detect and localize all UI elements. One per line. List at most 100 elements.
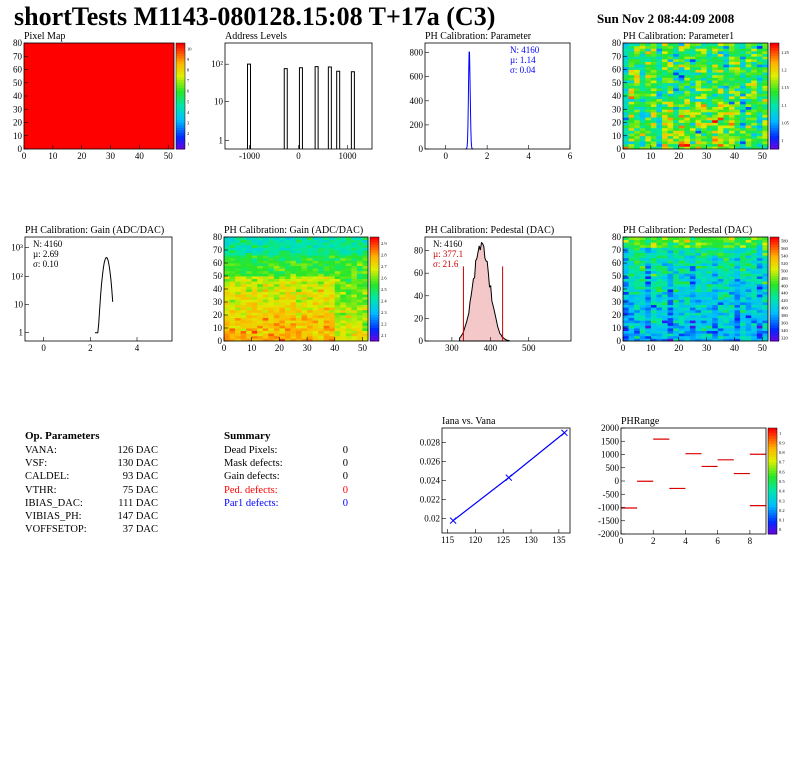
summary-key: Mask defects: (224, 458, 283, 470)
heatmap-cell (229, 320, 236, 324)
palette-cell (768, 446, 777, 450)
y-tick-label: 40 (13, 91, 23, 101)
heatmap-cell (296, 250, 302, 253)
histogram-peak (314, 66, 319, 149)
palette-cell (770, 330, 779, 334)
summary-key: Gain defects: (224, 471, 280, 483)
heatmap-cell (645, 289, 652, 292)
heatmap-cell (673, 77, 680, 81)
heatmap-cell (689, 252, 696, 256)
heatmap-cell (701, 325, 708, 329)
heatmap-cell (634, 286, 641, 290)
heatmap-cell (734, 263, 741, 266)
heatmap-cell (628, 333, 635, 337)
heatmap-cell (745, 270, 752, 274)
y-tick-label: 0 (18, 144, 23, 154)
heatmap-cell (728, 299, 735, 303)
heatmap-cell (639, 283, 646, 287)
heatmap-cell (723, 309, 730, 313)
heatmap-cell (257, 283, 264, 287)
y-tick-label: 60 (612, 258, 622, 268)
heatmap-cell (318, 309, 325, 313)
heatmap-cell (246, 320, 253, 324)
heatmap-cell (650, 119, 657, 123)
heatmap-cell (634, 289, 641, 292)
heatmap-cell (650, 133, 657, 137)
heatmap-cell (723, 98, 730, 102)
chart-title: PH Calibration: Pedestal (DAC) (623, 225, 752, 236)
heatmap-cell (623, 125, 629, 129)
heatmap-cell (695, 141, 702, 145)
heatmap-cell (656, 66, 663, 70)
heatmap-cell (695, 296, 702, 300)
heatmap-cell (751, 260, 758, 264)
heatmap-cell (684, 328, 691, 331)
heatmap-cell (356, 328, 363, 331)
palette-tick-label: 0.7 (779, 460, 785, 465)
heatmap-cell (340, 247, 347, 251)
heatmap-cell (650, 103, 657, 107)
y-tick-label: -1500 (598, 516, 619, 526)
heatmap-cell (262, 302, 269, 305)
heatmap-cell (284, 317, 291, 321)
heatmap-cell (284, 338, 291, 342)
heatmap-cell (678, 309, 685, 313)
heatmap-cell (312, 263, 319, 266)
heatmap-cell (229, 242, 236, 246)
heatmap-cell (689, 130, 696, 134)
heatmap-cell (290, 270, 297, 274)
heatmap-cell (246, 317, 253, 321)
heatmap-cell (345, 328, 352, 331)
heatmap-cell (645, 330, 652, 334)
heatmap-cell (684, 270, 691, 274)
heatmap-cell (290, 289, 297, 292)
heatmap-cell (706, 138, 713, 142)
heatmap-cell (762, 80, 769, 84)
heatmap-cell (656, 48, 663, 52)
palette-tick-label: 2.2 (381, 322, 387, 327)
heatmap-cell (656, 117, 663, 121)
heatmap-cell (695, 312, 702, 316)
heatmap-cell (689, 114, 696, 118)
heatmap-cell (712, 255, 719, 259)
heatmap-cell (246, 294, 253, 298)
heatmap-cell (301, 304, 308, 308)
heatmap-cell (323, 268, 330, 272)
heatmap-cell (701, 53, 708, 57)
heatmap-cell (356, 289, 363, 292)
op-parameters-rows: VANA: 126 DAC VSF: 130 DAC CALDEL: 93 DAC VTHR… (25, 445, 158, 537)
heatmap-cell (678, 135, 685, 139)
heatmap-cell (662, 286, 669, 290)
heatmap-cell (667, 127, 674, 131)
heatmap-cell (650, 90, 657, 94)
heatmap-cell (762, 283, 769, 287)
heatmap-cell (740, 66, 747, 70)
heatmap-cell (689, 315, 696, 318)
heatmap-cell (751, 127, 758, 131)
heatmap-cell (728, 257, 735, 261)
heatmap-cell (634, 117, 641, 121)
palette-cell (370, 250, 379, 254)
heatmap-cell (751, 299, 758, 303)
heatmap-cell (623, 127, 629, 131)
heatmap-cell (634, 255, 641, 259)
heatmap-cell (639, 302, 646, 305)
heatmap-cell (678, 270, 685, 274)
heatmap-cell (290, 273, 297, 277)
chart-pedestal-hist: PH Calibration: Pedestal (DAC)N: 4160µ: … (414, 225, 572, 353)
heatmap-cell (751, 72, 758, 76)
palette-cell (176, 45, 185, 49)
heatmap-cell (723, 82, 730, 86)
x-tick-label: 4 (135, 343, 140, 353)
heatmap-cell (334, 315, 341, 318)
heatmap-cell (706, 64, 713, 68)
heatmap-cell (290, 283, 297, 287)
heatmap-cell (695, 106, 702, 110)
heatmap-cell (717, 80, 724, 84)
heatmap-cell (684, 56, 691, 60)
heatmap-cell (307, 265, 314, 269)
heatmap-cell (318, 307, 325, 311)
heatmap-cell (340, 299, 347, 303)
heatmap-cell (279, 268, 286, 272)
heatmap-cell (740, 278, 747, 282)
